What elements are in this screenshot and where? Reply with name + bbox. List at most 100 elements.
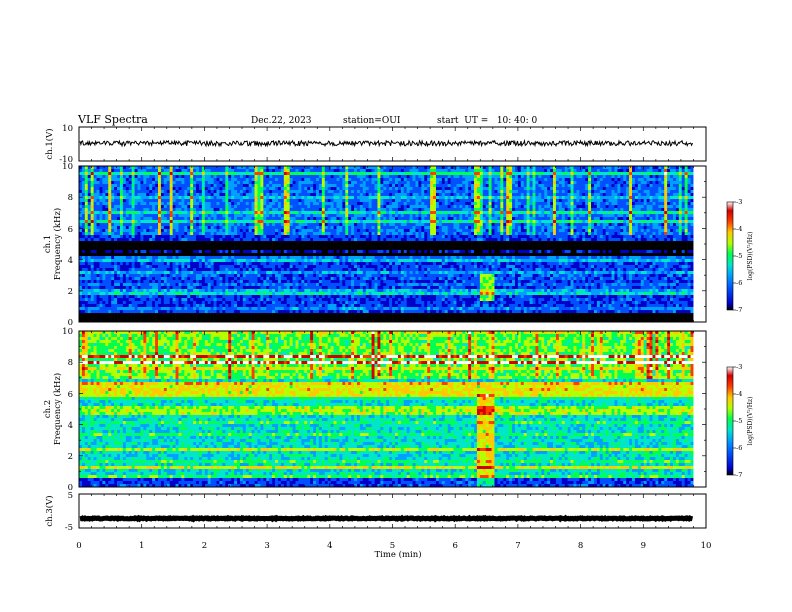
spectrogram-cell <box>327 280 331 284</box>
spectrogram-cell <box>201 286 206 290</box>
spectrogram-cell <box>234 214 238 218</box>
spectrogram-cell <box>105 259 109 263</box>
spectrogram-cell <box>225 241 229 245</box>
spectrogram-cell <box>330 172 334 176</box>
spectrogram-cell <box>339 304 343 308</box>
spectrogram-cell <box>114 187 118 191</box>
spectrogram-cell <box>348 283 352 287</box>
spectrogram-cell <box>131 211 135 215</box>
spectrogram-cell <box>149 244 153 248</box>
spectrogram-cell <box>345 265 349 269</box>
spectrogram-cell <box>301 190 305 194</box>
spectrogram-cell <box>143 184 147 188</box>
spectrogram-cell <box>146 199 150 203</box>
spectrogram-cell <box>321 172 326 176</box>
spectrogram-cell <box>152 244 156 248</box>
spectrogram-cell <box>166 289 171 293</box>
spectrogram-cell <box>158 217 162 221</box>
spectrogram-cell <box>102 289 106 293</box>
spectrogram-cell <box>108 256 112 260</box>
spectrogram-cell <box>342 277 346 281</box>
spectrogram-cell <box>313 292 317 296</box>
spectrogram-cell <box>213 250 217 254</box>
spectrogram-cell <box>119 220 124 224</box>
spectrogram-cell <box>198 235 203 239</box>
spectrogram-cell <box>169 274 173 278</box>
spectrogram-cell <box>178 274 182 278</box>
spectrogram-cell <box>84 181 89 185</box>
spectrogram-cell <box>87 178 92 182</box>
spectrogram-cell <box>84 214 89 218</box>
spectrogram-cell <box>237 208 241 212</box>
spectrogram-cell <box>102 268 106 272</box>
spectrogram-cell <box>114 304 118 308</box>
spectrogram-cell <box>324 235 329 239</box>
spectrogram-cell <box>336 295 340 299</box>
spectrogram-cell <box>172 205 176 209</box>
spectrogram-cell <box>193 307 197 311</box>
spectrogram-cell <box>242 262 247 266</box>
spectrogram-cell <box>204 271 209 275</box>
spectrogram-cell <box>298 229 302 233</box>
spectrogram-cell <box>318 310 323 314</box>
spectrogram-cell <box>316 184 320 188</box>
spectrogram-cell <box>324 220 329 224</box>
spectrogram-cell <box>336 169 340 173</box>
spectrogram-cell <box>134 247 138 251</box>
spectrogram-cell <box>313 223 317 227</box>
spectrogram-cell <box>324 184 329 188</box>
spectrogram-cell <box>295 271 299 275</box>
spectrogram-cell <box>81 304 86 308</box>
spectrogram-cell <box>289 292 293 296</box>
spectrogram-cell <box>117 259 121 263</box>
spectrogram-cell <box>330 223 334 227</box>
ch1-ylabel: ch.1(V) <box>44 128 55 159</box>
spectrogram-cell <box>316 214 320 218</box>
spectrogram-cell <box>283 304 288 308</box>
spectrogram-cell <box>172 280 176 284</box>
spectrogram-cell <box>219 286 223 290</box>
spectrogram-cell <box>131 208 135 212</box>
spectrogram-cell <box>289 259 293 263</box>
spectrogram-cell <box>318 196 323 200</box>
spectrogram-cell <box>198 310 203 314</box>
spectrogram-cell <box>155 178 159 182</box>
spectrogram-cell <box>207 277 211 281</box>
spectrogram-cell <box>245 247 250 251</box>
spectrogram-cell <box>277 184 282 188</box>
spectrogram-cell <box>228 217 232 221</box>
spectrogram-cell <box>351 193 355 197</box>
spectrogram-cell <box>140 271 144 275</box>
spectrogram-cell <box>216 265 220 269</box>
spectrogram-cell <box>234 169 238 173</box>
spectrogram-cell <box>342 268 346 272</box>
spectrogram-cell <box>160 169 165 173</box>
spectrogram-cell <box>105 205 109 209</box>
spectrogram-cell <box>163 271 168 275</box>
spectrogram-cell <box>143 295 147 299</box>
spectrogram-cell <box>277 229 282 233</box>
spectrogram-cell <box>160 310 165 314</box>
spectrogram-cell <box>245 199 250 203</box>
spectrogram-cell <box>295 274 299 278</box>
spectrogram-cell <box>155 268 159 272</box>
spectrogram-cell <box>316 271 320 275</box>
spectrogram-cell <box>193 169 197 173</box>
spectrogram-cell <box>295 175 299 179</box>
spectrogram-cell <box>304 184 308 188</box>
spectrogram-cell <box>140 313 144 317</box>
spectrogram-cell <box>316 292 320 296</box>
spectrogram-cell <box>298 259 302 263</box>
spectrogram-cell <box>175 244 179 248</box>
spectrogram-cell <box>210 187 214 191</box>
spectrogram-cell <box>219 175 223 179</box>
spectrogram-cell <box>342 214 346 218</box>
spectrogram-cell <box>87 238 92 242</box>
spectrogram-cell <box>207 178 211 182</box>
spectrogram-cell <box>345 289 349 293</box>
spectrogram-cell <box>196 205 200 209</box>
spectrogram-cell <box>81 190 86 194</box>
spectrogram-cell <box>84 247 89 251</box>
spectrogram-cell <box>169 232 173 236</box>
spectrogram-cell <box>310 190 314 194</box>
